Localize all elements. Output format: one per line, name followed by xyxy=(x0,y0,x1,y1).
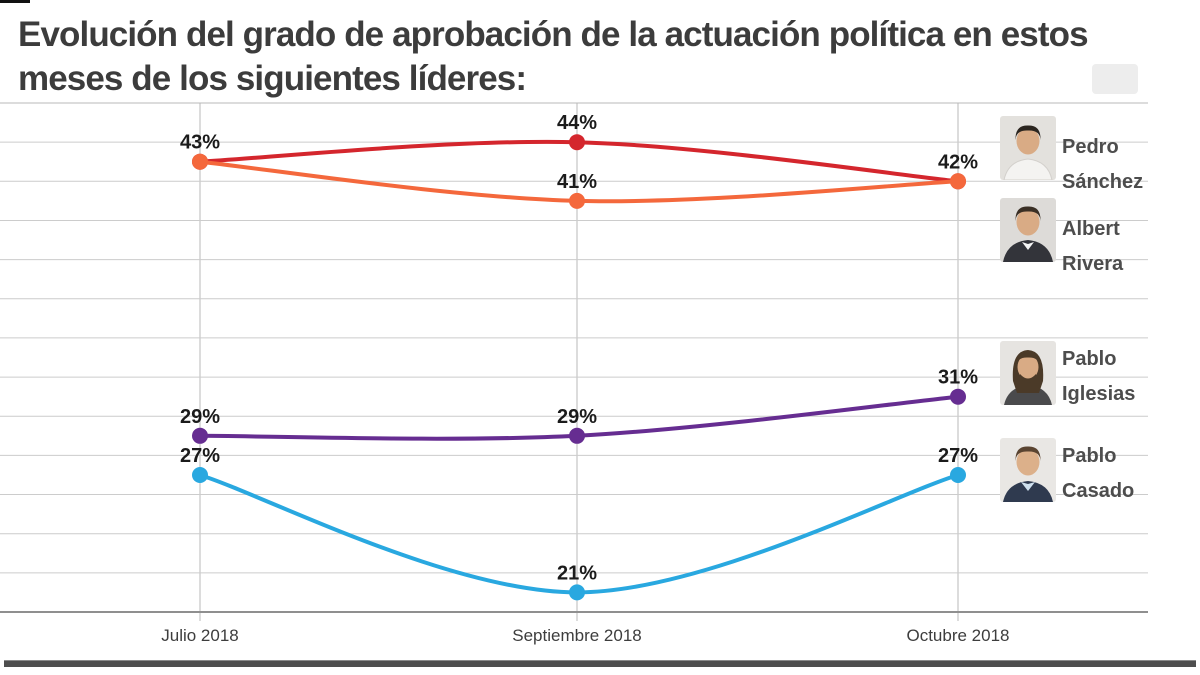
data-point xyxy=(950,467,966,483)
data-point xyxy=(569,584,585,601)
pedro-sanchez-photo xyxy=(1000,116,1056,180)
x-axis-label: Octubre 2018 xyxy=(906,626,1009,645)
data-label: 29% xyxy=(180,406,220,428)
legend-last-name: Casado xyxy=(1062,480,1135,502)
chart-title: Evolución del grado de aprobación de la … xyxy=(18,13,1200,101)
data-label: 27% xyxy=(180,445,220,467)
chart-title-line1: Evolución del grado de aprobación de la … xyxy=(18,15,1089,54)
data-label: 44% xyxy=(557,112,597,134)
legend-first-name: Pedro xyxy=(1062,136,1119,158)
legend-last-name: Sánchez xyxy=(1062,171,1144,193)
data-point xyxy=(569,134,585,151)
data-label: 21% xyxy=(557,562,597,584)
data-label: 29% xyxy=(557,406,597,428)
data-point xyxy=(950,173,966,190)
data-label: 41% xyxy=(557,171,597,193)
data-label: 43% xyxy=(180,132,220,154)
chart-title-line2: meses de los siguientes líderes: xyxy=(18,59,527,98)
pablo-casado-photo xyxy=(1000,438,1056,502)
bottom-border-bar xyxy=(4,660,1196,667)
data-point xyxy=(569,427,585,444)
data-label: 27% xyxy=(938,445,978,467)
legend-first-name: Albert xyxy=(1062,218,1120,240)
crop-artifact-topleft xyxy=(0,0,30,3)
legend-name: Pablo Iglesias xyxy=(1062,342,1200,412)
data-point xyxy=(192,427,208,444)
background-blob xyxy=(1092,64,1138,94)
legend-name: Pedro Sánchez xyxy=(1062,130,1200,200)
legend-name: Albert Rivera xyxy=(1062,212,1200,282)
data-label: 31% xyxy=(938,367,978,389)
legend-name: Pablo Casado xyxy=(1062,439,1200,509)
data-point xyxy=(192,153,208,170)
legend-first-name: Pablo xyxy=(1062,348,1117,370)
x-axis-label: Julio 2018 xyxy=(161,626,239,645)
data-point xyxy=(192,467,208,483)
legend-last-name: Iglesias xyxy=(1062,383,1136,405)
data-point xyxy=(950,388,966,405)
x-axis-label: Septiembre 2018 xyxy=(512,626,641,645)
pablo-iglesias-photo xyxy=(1000,341,1056,405)
data-point xyxy=(569,192,585,209)
legend-last-name: Rivera xyxy=(1062,253,1124,275)
legend-first-name: Pablo xyxy=(1062,445,1117,467)
data-label: 42% xyxy=(938,151,978,173)
albert-rivera-photo xyxy=(1000,198,1056,262)
